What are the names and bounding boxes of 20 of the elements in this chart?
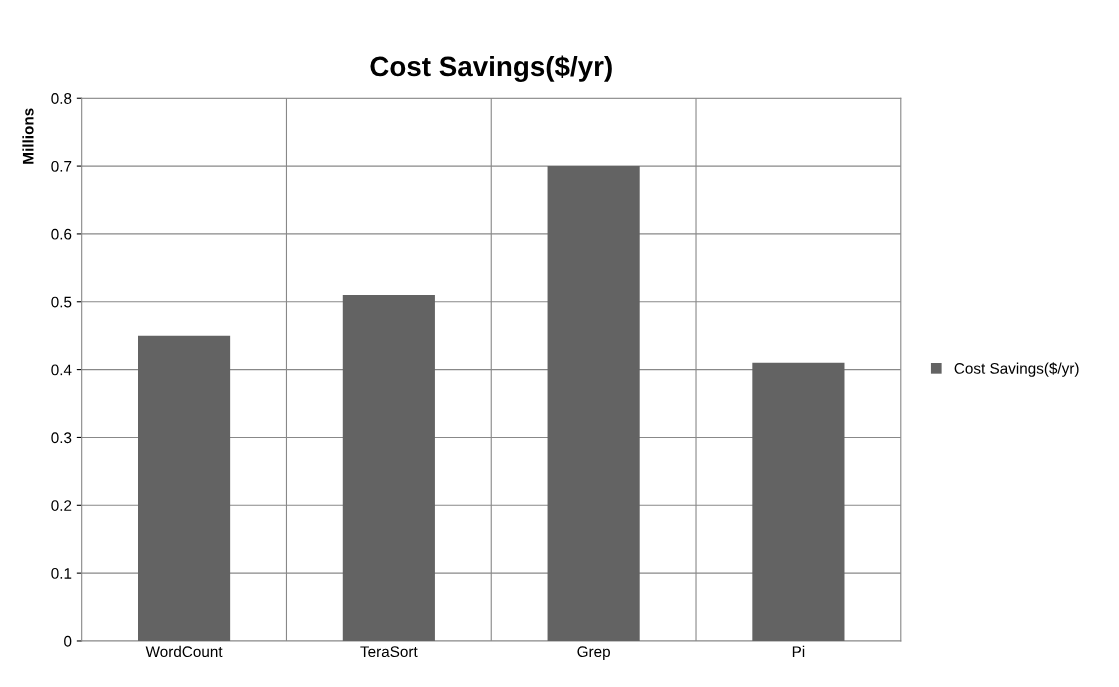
- y-axis-title: Millions: [22, 108, 34, 164]
- y-tick-label: 0.8: [51, 93, 72, 104]
- bar: [547, 166, 640, 641]
- bar: [752, 362, 845, 641]
- y-tick-label: 0.6: [51, 228, 72, 240]
- y-tick-label: 0.1: [51, 568, 72, 579]
- y-tick-label: 0.7: [51, 160, 72, 172]
- bar: [138, 335, 231, 641]
- y-tick-label: 0.2: [51, 500, 72, 511]
- y-tick-label: 0: [64, 635, 72, 647]
- x-tick-label: Pi: [792, 645, 805, 657]
- y-tick-label: 0.3: [51, 432, 72, 444]
- bar: [342, 294, 435, 641]
- y-tick-label: 0.4: [51, 364, 72, 376]
- x-tick-label: WordCount: [145, 645, 223, 658]
- x-tick-label: Grep: [577, 646, 610, 661]
- chart-title: Cost Savings($/yr): [370, 55, 612, 82]
- legend-label: Cost Savings($/yr): [954, 362, 1079, 377]
- y-tick-label: 0.5: [51, 296, 72, 308]
- x-tick-label: TeraSort: [360, 646, 418, 658]
